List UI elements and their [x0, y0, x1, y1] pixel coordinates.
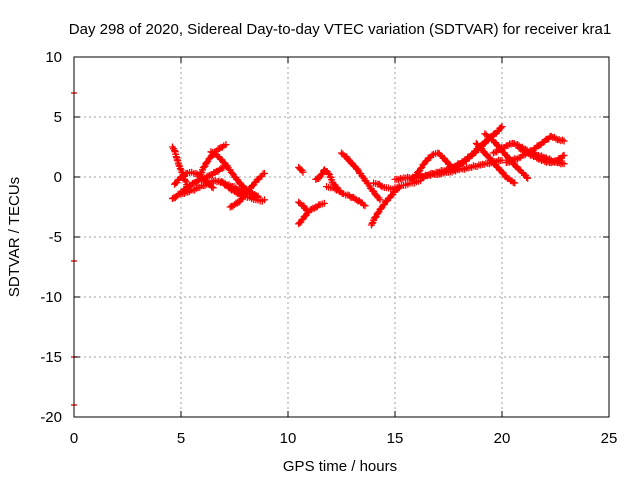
data-point [377, 182, 385, 190]
data-point [260, 169, 268, 177]
x-tick-label: 20 [494, 430, 511, 447]
data-point [417, 165, 425, 173]
data-point [520, 147, 528, 155]
data-point [536, 155, 544, 163]
data-point [209, 184, 217, 192]
data-point [325, 169, 333, 177]
data-point [360, 201, 368, 209]
data-point [254, 192, 262, 200]
y-tick-label: -5 [49, 229, 62, 246]
data-point [489, 149, 497, 157]
data-point [498, 156, 506, 164]
data-point [320, 199, 328, 207]
data-point [228, 169, 236, 177]
y-axis-label: SDTVAR / TECUs [6, 177, 23, 297]
data-point [480, 161, 488, 169]
data-point [303, 207, 311, 215]
data-point [528, 151, 536, 159]
data-point [560, 137, 568, 145]
y-tick-label: -15 [40, 349, 62, 366]
x-axis-label: GPS time / hours [283, 458, 397, 475]
data-point [547, 132, 555, 140]
data-points [71, 92, 568, 406]
y-tick-label: 10 [45, 49, 62, 66]
chart-title: Day 298 of 2020, Sidereal Day-to-day VTE… [69, 21, 611, 38]
data-point [368, 219, 376, 227]
data-point [523, 148, 531, 156]
data-point [552, 135, 560, 143]
data-point [361, 202, 369, 210]
data-point [558, 136, 566, 144]
data-point [175, 161, 183, 169]
y-tick-label: 0 [54, 169, 62, 186]
data-point [222, 141, 230, 149]
data-point [511, 179, 519, 187]
data-point [176, 165, 184, 173]
data-point [510, 140, 518, 148]
data-point [560, 151, 568, 159]
data-point [497, 124, 505, 132]
data-point [533, 154, 541, 162]
grid [74, 57, 609, 417]
data-point [560, 160, 568, 168]
y-tick-label: -10 [40, 289, 62, 306]
y-tick-label: 5 [54, 109, 62, 126]
data-point [359, 173, 367, 181]
data-point [498, 123, 506, 131]
x-tick-label: 15 [387, 430, 404, 447]
data-point [218, 143, 226, 151]
data-point [524, 174, 532, 182]
data-point [218, 164, 226, 172]
data-point [203, 159, 211, 167]
data-point [181, 177, 189, 185]
x-tick-label: 0 [70, 430, 78, 447]
data-point [428, 151, 436, 159]
x-tick-label: 25 [601, 430, 618, 447]
data-point [504, 142, 512, 150]
data-point [197, 169, 205, 177]
data-point [315, 175, 323, 182]
data-point [517, 145, 525, 153]
x-tick-label: 5 [177, 430, 185, 447]
data-point [299, 168, 307, 176]
data-point [260, 196, 268, 204]
data-point [468, 163, 476, 171]
data-point [509, 156, 517, 164]
data-point [374, 209, 382, 217]
axis-ticks: 0 5 10 15 20 25 10 5 0 -5 -10 -15 -20 [40, 49, 617, 447]
data-point [523, 173, 531, 181]
y-tick-label: -20 [40, 409, 62, 426]
data-point [376, 196, 384, 204]
x-tick-label: 10 [280, 430, 297, 447]
data-point [558, 159, 566, 167]
